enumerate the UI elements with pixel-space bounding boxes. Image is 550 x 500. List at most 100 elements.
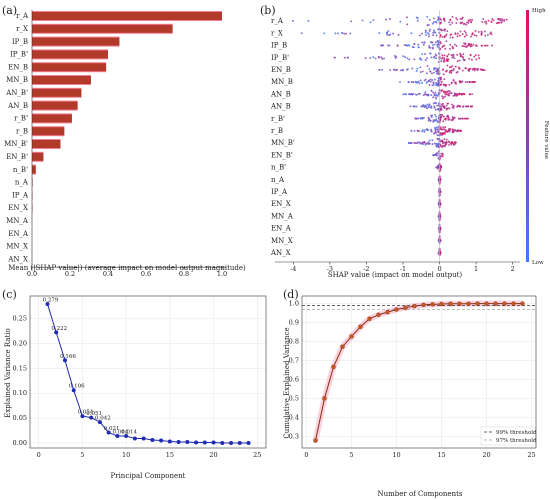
shap-point: [461, 93, 464, 95]
shap-point: [456, 32, 459, 35]
data-point: [115, 434, 120, 439]
shap-point: [433, 67, 436, 69]
shap-point: [361, 19, 364, 22]
shap-point: [447, 143, 450, 146]
data-point: [430, 302, 435, 307]
shap-point: [458, 59, 461, 62]
shap-point: [452, 67, 455, 70]
panel-b-letter: (b): [260, 4, 276, 17]
shap-point: [389, 69, 392, 72]
data-point: [237, 441, 242, 446]
shap-point: [445, 40, 448, 43]
feature-label: r_X: [16, 25, 28, 33]
x-tick-label: 5: [349, 451, 353, 459]
shap-point: [499, 18, 501, 21]
shap-point: [464, 31, 467, 34]
shap-point: [491, 18, 494, 20]
data-point: [475, 301, 480, 306]
y-tick-label: 0.00: [13, 439, 27, 447]
shap-point: [434, 108, 437, 111]
data-point: [150, 438, 155, 443]
shap-point: [408, 44, 411, 47]
y-tick-label: 0.5: [289, 395, 299, 403]
shap-point: [425, 72, 428, 75]
data-label: 0.054: [78, 410, 94, 416]
feature-label: AN_B: [270, 90, 291, 98]
x-tick-label: -4: [290, 265, 296, 273]
shap-point: [454, 32, 457, 35]
shap-point: [459, 80, 461, 83]
feature-label: n_B': [13, 166, 28, 174]
shap-point: [300, 32, 303, 35]
shap-point: [421, 82, 424, 84]
shap-point: [451, 45, 454, 48]
shap-point: [433, 153, 436, 156]
data-label: 0.106: [69, 384, 85, 390]
shap-point: [443, 132, 446, 135]
data-point: [124, 434, 129, 439]
shap-point: [433, 68, 436, 71]
feature-label: r_A: [16, 12, 29, 20]
feature-label: EN_B': [271, 151, 293, 159]
shap-point: [446, 30, 449, 33]
y-tick-label: 0.4: [289, 414, 299, 422]
shap-point: [463, 35, 466, 38]
shap-point: [470, 20, 473, 23]
shap-point: [410, 81, 413, 84]
panel-d-letter: (d): [283, 288, 299, 301]
shap-point: [470, 105, 473, 108]
panel-c-letter: (c): [2, 288, 17, 301]
feature-label: EN_B': [6, 153, 28, 161]
shap-point: [446, 114, 449, 117]
shap-point: [443, 118, 446, 121]
shap-point: [427, 35, 430, 38]
shap-point: [334, 32, 337, 35]
shap-point: [411, 67, 414, 70]
shap-point: [426, 57, 428, 60]
feature-label: MN_X: [6, 243, 28, 251]
shap-point: [453, 129, 456, 132]
data-point: [331, 364, 336, 370]
x-tick-label: 0.8: [179, 270, 189, 278]
shap-point: [452, 47, 454, 50]
shap-point: [439, 215, 442, 218]
data-point: [89, 415, 94, 420]
shap-point: [444, 47, 447, 50]
shap-point: [414, 93, 417, 96]
shap-point: [336, 32, 339, 35]
shap-point: [505, 18, 508, 21]
shap-point: [429, 80, 432, 83]
shap-point: [445, 93, 448, 96]
shap-point: [454, 81, 457, 84]
shap-point: [461, 69, 464, 72]
shap-point: [441, 139, 444, 142]
shap-point: [489, 32, 491, 35]
shap-point: [426, 65, 429, 68]
shap-point: [446, 64, 449, 67]
feature-label: IP_B: [12, 38, 28, 46]
shap-point: [468, 20, 470, 22]
shap-point: [436, 44, 439, 46]
data-point: [367, 316, 372, 321]
shap-point: [458, 93, 461, 96]
shap-point: [434, 131, 437, 133]
shap-point: [462, 53, 465, 56]
feature-label: EN_X: [8, 204, 28, 212]
shap-point: [443, 36, 446, 38]
shap-point: [437, 227, 440, 230]
shap-point: [453, 143, 456, 146]
bar: [32, 165, 36, 174]
shap-point: [451, 21, 454, 24]
data-label: 0.042: [95, 416, 111, 422]
shap-point: [447, 58, 450, 61]
shap-point: [426, 32, 429, 34]
shap-point: [497, 21, 500, 24]
shap-point: [413, 105, 416, 108]
shap-point: [419, 66, 422, 69]
shap-point: [448, 107, 451, 110]
colorbar-high-label: High: [532, 8, 546, 14]
shap-point: [436, 137, 439, 140]
colorbar: [526, 10, 529, 262]
feature-label: r_B: [16, 127, 28, 135]
shap-point: [429, 46, 432, 49]
